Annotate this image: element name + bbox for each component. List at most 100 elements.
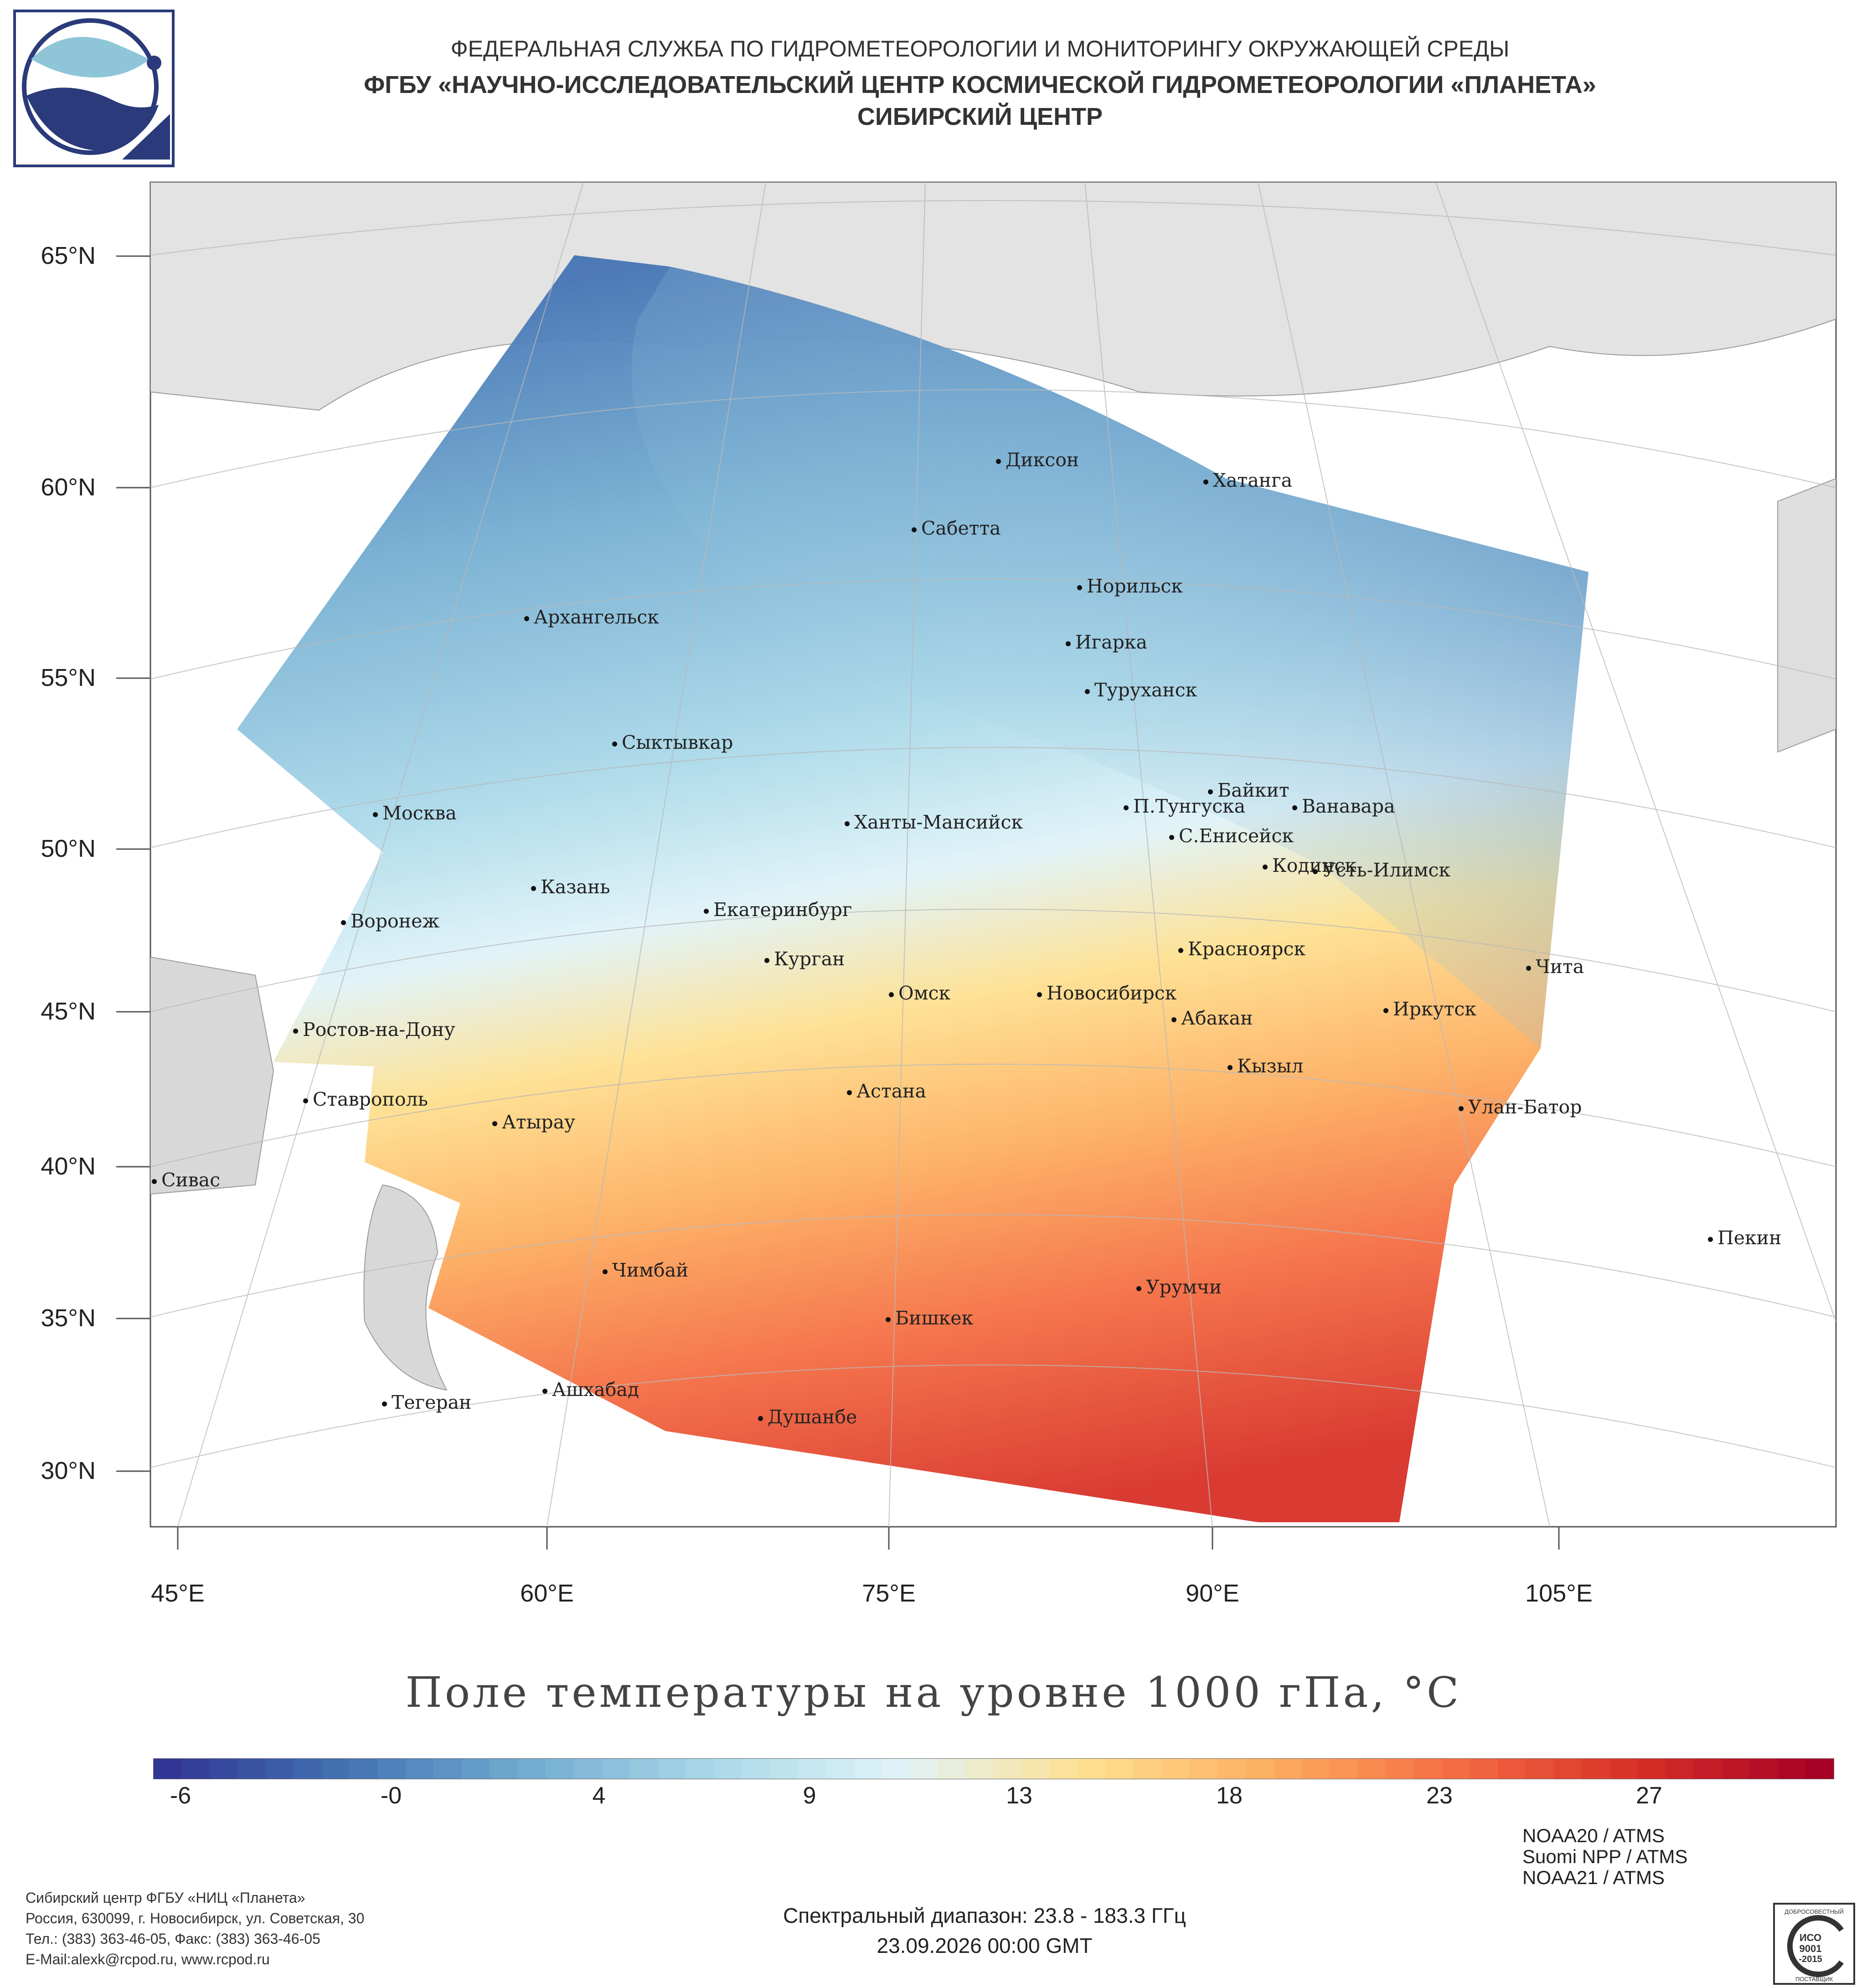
colorbar-cell: [1357, 1759, 1386, 1779]
spectral-info: Спектральный диапазон: 23.8 - 183.3 ГГц …: [593, 1900, 1377, 1961]
city-marker: Архангельск: [524, 606, 659, 628]
city-marker: Екатеринбург: [704, 899, 852, 921]
colorbar-cell: [1553, 1759, 1582, 1779]
city-marker: Байкит: [1208, 779, 1289, 801]
satellite-item: NOAA21 / ATMS: [1522, 1867, 1665, 1888]
colorbar-cell: [1274, 1759, 1302, 1779]
cold-overlay: [631, 267, 1588, 1048]
city-marker: Курган: [764, 948, 845, 970]
colorbar-cell: [825, 1759, 854, 1779]
colorbar-cell: [769, 1759, 798, 1779]
lat-label: 40°N: [41, 1153, 96, 1180]
colorbar-cell: [433, 1759, 462, 1779]
city-marker: Казань: [531, 876, 610, 898]
city-marker: Новосибирск: [1037, 982, 1176, 1004]
center-title: СИБИРСКИЙ ЦЕНТР: [857, 103, 1103, 130]
colorbar-cell: [629, 1759, 658, 1779]
satellite-list: NOAA20 / ATMS Suomi NPP / ATMS NOAA21 / …: [1522, 1825, 1688, 1888]
colorbar-cell: [237, 1759, 266, 1779]
lon-label: 45°E: [151, 1580, 205, 1607]
city-marker: Душанбе: [758, 1406, 857, 1428]
colorbar: [153, 1758, 1834, 1779]
city-marker: Урумчи: [1136, 1276, 1222, 1298]
city-marker: С.Енисейск: [1169, 825, 1294, 847]
colorbar-cell: [490, 1759, 518, 1779]
badge-bottom-text: ПОСТАВЩИК: [1795, 1976, 1833, 1983]
colorbar-cell: [573, 1759, 602, 1779]
colorbar-cell: [350, 1759, 378, 1779]
colorbar-cell: [1666, 1759, 1694, 1779]
colorbar-cell: [405, 1759, 434, 1779]
institute-title: ФГБУ «НАУЧНО-ИССЛЕДОВАТЕЛЬСКИЙ ЦЕНТР КОС…: [364, 71, 1596, 98]
colorbar-tick: 13: [1006, 1782, 1032, 1809]
colorbar-cell: [1301, 1759, 1330, 1779]
colorbar-cell: [294, 1759, 322, 1779]
colorbar-cell: [882, 1759, 910, 1779]
city-marker: Сабетта: [912, 517, 1001, 539]
city-marker: Ханты-Мансийск: [845, 811, 1023, 833]
city-marker: Атырау: [492, 1111, 575, 1133]
city-marker: Ванавара: [1292, 795, 1395, 817]
colorbar-cell: [1386, 1759, 1414, 1779]
datetime: 23.09.2026 00:00 GMT: [877, 1934, 1093, 1957]
lat-label: 65°N: [41, 242, 96, 269]
colorbar-cell: [742, 1759, 770, 1779]
city-marker: Астана: [847, 1080, 926, 1102]
city-marker: Пекин: [1708, 1227, 1781, 1249]
phone: Тел.: (383) 363-46-05, Факс: (383) 363-4…: [26, 1931, 320, 1947]
colorbar-cell: [1694, 1759, 1722, 1779]
lon-label: 60°E: [520, 1580, 574, 1607]
city-marker: П.Тунгуска: [1124, 795, 1245, 817]
colorbar-cell: [1805, 1759, 1834, 1779]
lat-label: 55°N: [41, 664, 96, 691]
colorbar-cell: [1498, 1759, 1526, 1779]
colorbar-cell: [1078, 1759, 1106, 1779]
city-marker: Улан-Батор: [1459, 1096, 1582, 1118]
colorbar-cell: [1722, 1759, 1750, 1779]
city-marker: Кызыл: [1227, 1055, 1303, 1077]
colorbar-cell: [154, 1759, 182, 1779]
lon-label: 90°E: [1186, 1580, 1239, 1607]
city-marker: Чита: [1526, 956, 1584, 978]
email: E-Mail:alexk@rcpod.ru, www.rcpod.ru: [26, 1951, 270, 1967]
colorbar-cell: [1246, 1759, 1274, 1779]
lon-label: 105°E: [1525, 1580, 1593, 1607]
colorbar-tick: 18: [1216, 1782, 1243, 1809]
colorbar-cell: [1442, 1759, 1470, 1779]
planeta-logo-icon: [13, 10, 175, 167]
colorbar-cell: [461, 1759, 490, 1779]
colorbar-cell: [1217, 1759, 1246, 1779]
colorbar-cell: [1638, 1759, 1666, 1779]
colorbar-tick: -6: [170, 1782, 191, 1809]
lat-label: 45°N: [41, 998, 96, 1025]
city-marker: Ставрополь: [303, 1088, 428, 1110]
city-marker: Сивас: [152, 1169, 220, 1191]
colorbar-cell: [1330, 1759, 1358, 1779]
colorbar-cell: [377, 1759, 406, 1779]
agency-title: ФЕДЕРАЛЬНАЯ СЛУЖБА ПО ГИДРОМЕТЕОРОЛОГИИ …: [450, 36, 1510, 62]
colorbar-cell: [1161, 1759, 1190, 1779]
iso-badge-icon: ДОБРОСОВЕСТНЫЙ ИСО 9001 -2015 ПОСТАВЩИК: [1773, 1903, 1855, 1985]
colorbar-cell: [994, 1759, 1022, 1779]
city-marker: Норильск: [1077, 575, 1183, 597]
contact-info: Сибирский центр ФГБУ «НИЦ «Планета» Росс…: [26, 1888, 364, 1970]
colorbar-cell: [1021, 1759, 1050, 1779]
colorbar-tick: 23: [1426, 1782, 1453, 1809]
city-marker: Воронеж: [341, 910, 439, 932]
colorbar-cell: [517, 1759, 546, 1779]
city-marker: Абакан: [1171, 1007, 1253, 1029]
colorbar-cell: [798, 1759, 826, 1779]
colorbar-cell: [1526, 1759, 1554, 1779]
colorbar-cell: [713, 1759, 742, 1779]
city-marker: Игарка: [1066, 631, 1147, 653]
landmass-east: [1777, 478, 1836, 753]
lat-label: 35°N: [41, 1304, 96, 1332]
city-marker: Ашхабад: [542, 1379, 639, 1401]
caspian-sea: [363, 1184, 448, 1391]
city-marker: Ростов-на-Дону: [293, 1019, 455, 1040]
city-marker: Тегеран: [382, 1391, 471, 1413]
city-marker: Хатанга: [1203, 469, 1292, 491]
colorbar-cell: [853, 1759, 882, 1779]
colorbar-cell: [181, 1759, 210, 1779]
badge-year-text: -2015: [1799, 1954, 1822, 1964]
